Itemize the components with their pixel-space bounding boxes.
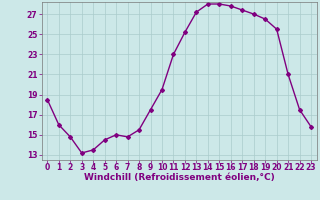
X-axis label: Windchill (Refroidissement éolien,°C): Windchill (Refroidissement éolien,°C) (84, 173, 275, 182)
